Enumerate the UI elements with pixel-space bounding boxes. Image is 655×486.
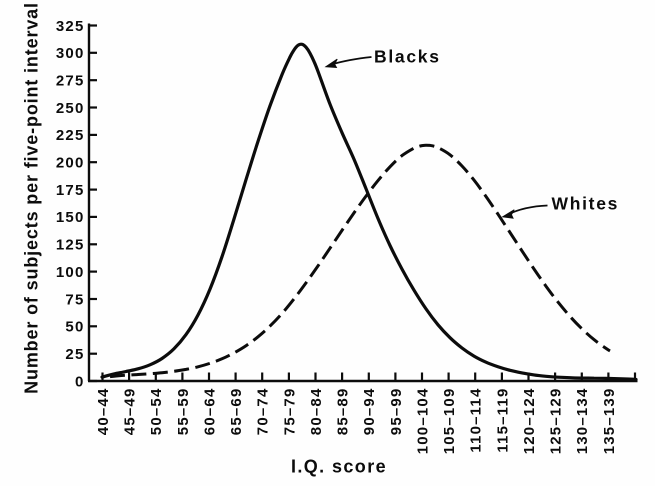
svg-text:110–114: 110–114: [468, 388, 485, 453]
svg-text:300: 300: [56, 45, 85, 62]
svg-text:80–84: 80–84: [308, 388, 325, 436]
svg-text:60–64: 60–64: [201, 388, 218, 436]
svg-text:40–44: 40–44: [95, 388, 112, 436]
svg-text:250: 250: [56, 100, 85, 117]
svg-text:275: 275: [56, 73, 85, 90]
svg-text:100: 100: [56, 264, 85, 281]
svg-text:75: 75: [65, 291, 84, 308]
svg-text:45–49: 45–49: [122, 388, 139, 436]
svg-text:100–104: 100–104: [414, 388, 431, 455]
svg-text:130–134: 130–134: [574, 388, 591, 455]
svg-text:70–74: 70–74: [255, 388, 272, 436]
svg-text:Whites: Whites: [552, 194, 620, 214]
svg-text:50–54: 50–54: [148, 388, 165, 436]
svg-text:85–89: 85–89: [335, 388, 352, 436]
svg-text:50: 50: [65, 319, 84, 336]
svg-text:325: 325: [56, 18, 85, 35]
svg-text:90–94: 90–94: [361, 388, 378, 436]
svg-text:225: 225: [56, 127, 85, 144]
svg-text:105–109: 105–109: [441, 388, 458, 455]
svg-text:55–59: 55–59: [175, 388, 192, 436]
svg-text:125–129: 125–129: [548, 388, 565, 455]
svg-text:115–119: 115–119: [494, 388, 511, 453]
svg-text:135–139: 135–139: [601, 388, 618, 455]
svg-text:95–99: 95–99: [388, 388, 405, 436]
svg-text:Number of subjects per five-po: Number of subjects per five-point interv…: [22, 2, 42, 394]
svg-text:75–79: 75–79: [281, 388, 298, 436]
svg-text:120–124: 120–124: [521, 388, 538, 455]
svg-text:0: 0: [75, 373, 85, 390]
svg-text:I.Q. score: I.Q. score: [291, 457, 387, 477]
svg-text:125: 125: [56, 237, 85, 254]
svg-text:Blacks: Blacks: [374, 47, 441, 67]
svg-text:200: 200: [56, 155, 85, 172]
svg-text:25: 25: [65, 346, 84, 363]
svg-text:150: 150: [56, 209, 85, 226]
svg-text:175: 175: [56, 182, 85, 199]
svg-text:65–69: 65–69: [228, 388, 245, 436]
